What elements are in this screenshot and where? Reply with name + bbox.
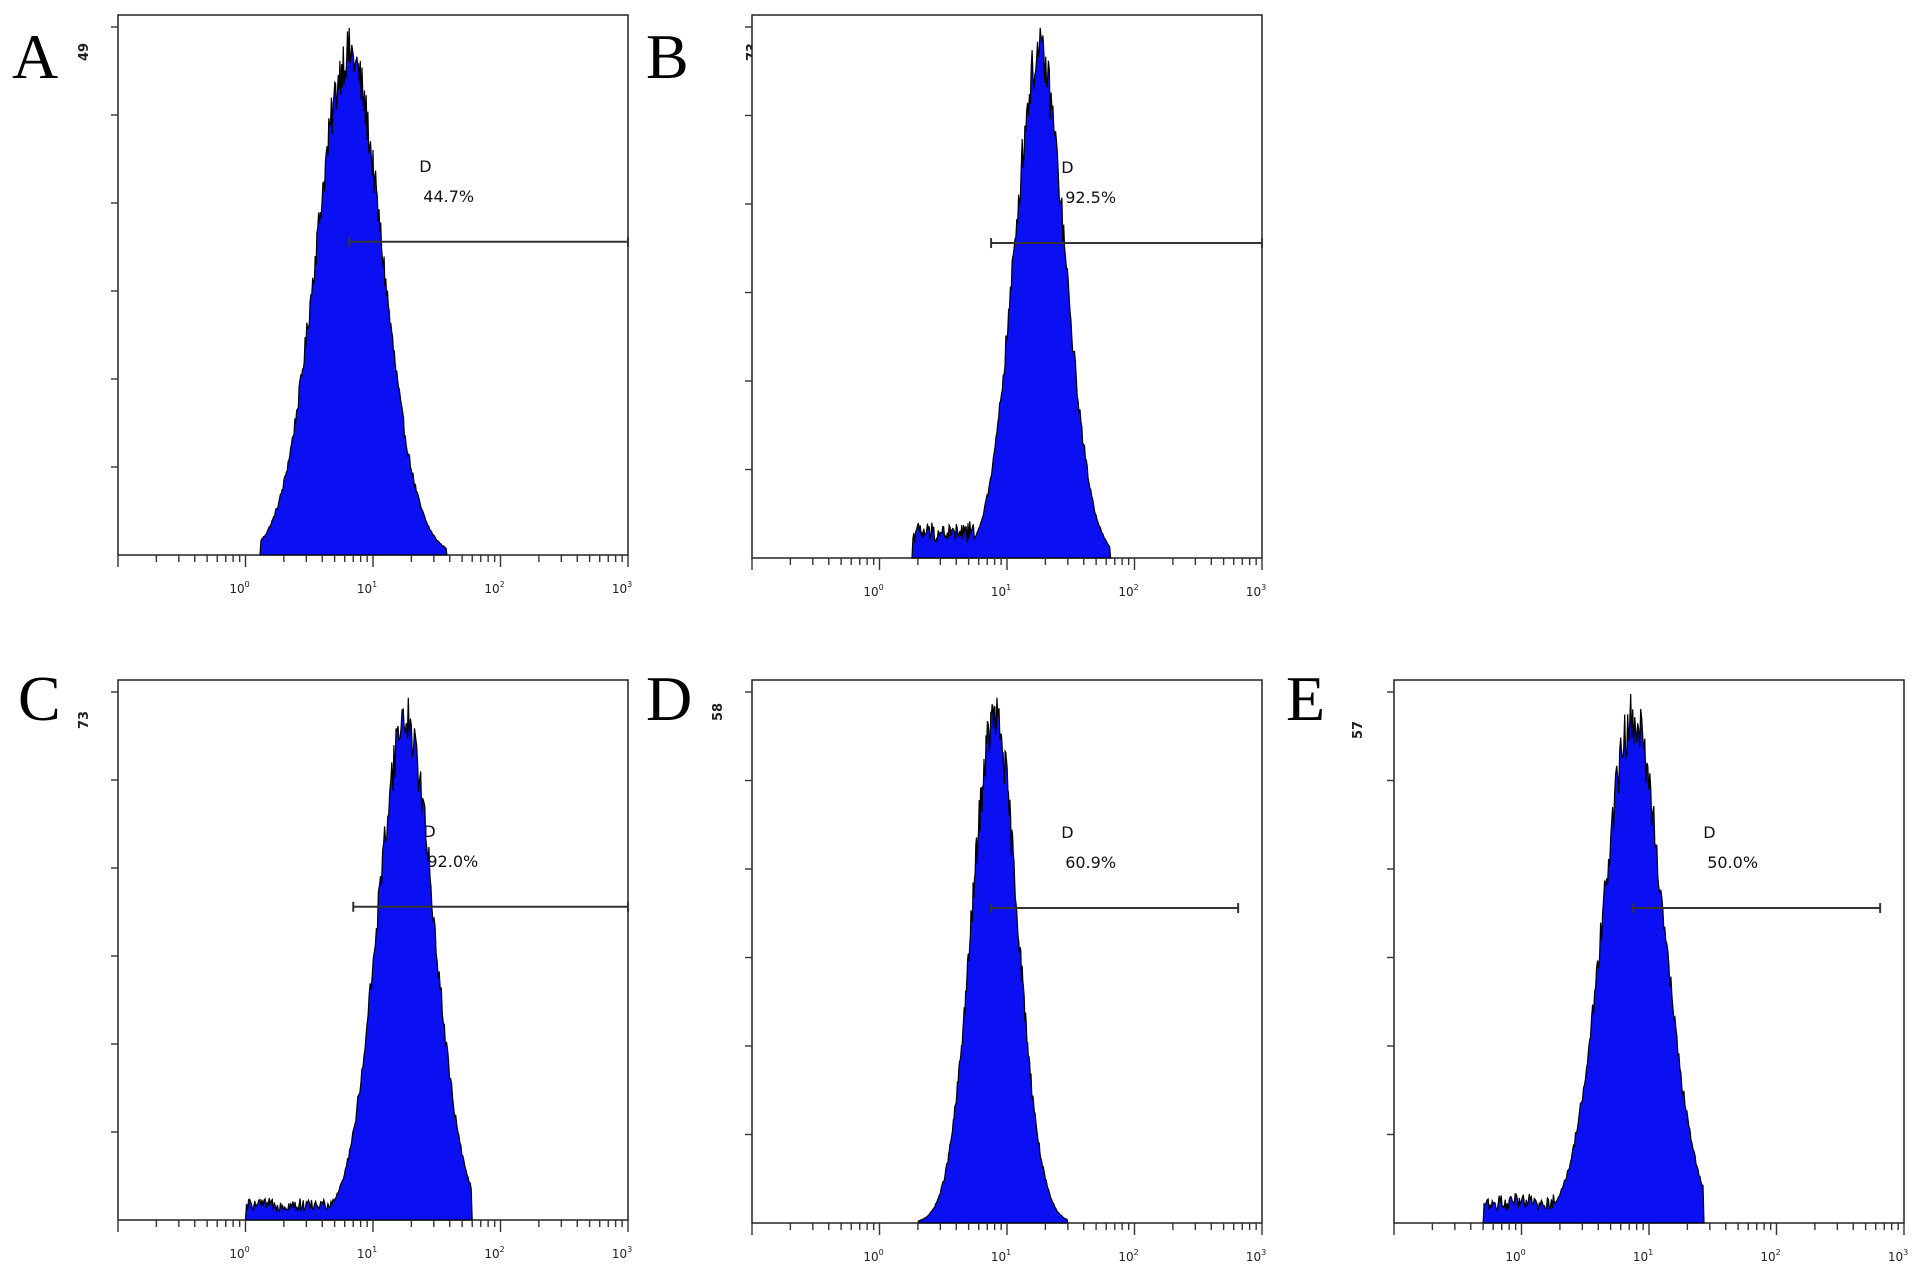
x-tick-label-base: 10: [612, 1247, 627, 1261]
x-tick-label-exp: 1: [372, 1245, 377, 1254]
y-max-label: 57: [1351, 721, 1366, 739]
x-tick-label-exp: 0: [879, 1248, 884, 1257]
x-tick-label-base: 10: [863, 585, 878, 599]
x-tick-label-base: 10: [612, 582, 627, 596]
x-tick-label: 101: [357, 1245, 377, 1261]
x-tick-label-exp: 3: [627, 580, 632, 589]
gate-name: D: [1061, 158, 1073, 177]
x-tick-label: 100: [229, 1245, 249, 1261]
x-tick-label-exp: 1: [372, 580, 377, 589]
gate-name: D: [1703, 823, 1715, 842]
y-max-label: 49: [77, 43, 92, 61]
x-tick-label-base: 10: [484, 582, 499, 596]
panel-label: C: [18, 663, 61, 734]
x-tick-label-base: 10: [1246, 1250, 1261, 1264]
x-tick-label-exp: 2: [500, 1245, 505, 1254]
panel-label: E: [1286, 663, 1325, 734]
gate-percent: 92.5%: [1065, 188, 1116, 207]
histogram: [244, 697, 473, 1221]
histogram: [911, 27, 1112, 559]
x-tick-label-exp: 1: [1006, 583, 1011, 592]
x-tick-label-exp: 2: [1776, 1248, 1781, 1257]
x-tick-label-exp: 0: [245, 580, 250, 589]
x-tick-label-exp: 0: [245, 1245, 250, 1254]
x-tick-label: 102: [484, 1245, 504, 1261]
x-tick-label-exp: 0: [879, 583, 884, 592]
x-tick-label-base: 10: [229, 1247, 244, 1261]
x-tick-label-exp: 0: [1521, 1248, 1526, 1257]
x-tick-label-base: 10: [1760, 1250, 1775, 1264]
x-tick-label-base: 10: [357, 1247, 372, 1261]
x-tick-label: 100: [229, 580, 249, 596]
histogram: [917, 697, 1069, 1224]
x-tick-label: 100: [863, 583, 883, 599]
x-tick-label-exp: 3: [1261, 1248, 1266, 1257]
x-tick-label-base: 10: [991, 585, 1006, 599]
x-tick-label-exp: 2: [500, 580, 505, 589]
histogram: [259, 27, 448, 556]
plot-frame: [1393, 679, 1905, 1224]
x-tick-label: 101: [357, 580, 377, 596]
y-max-label: 73: [77, 711, 92, 729]
x-tick-label-base: 10: [863, 1250, 878, 1264]
gate-percent: 92.0%: [427, 852, 478, 871]
x-tick-label-exp: 1: [1648, 1248, 1653, 1257]
x-tick-label: 101: [991, 1248, 1011, 1264]
x-tick-label: 103: [1246, 1248, 1266, 1264]
x-tick-label-base: 10: [991, 1250, 1006, 1264]
x-tick-label: 100: [1505, 1248, 1525, 1264]
x-tick-label-exp: 2: [1134, 583, 1139, 592]
x-tick-label-base: 10: [1888, 1250, 1903, 1264]
panel-label: B: [646, 21, 689, 92]
x-tick-label-exp: 1: [1006, 1248, 1011, 1257]
panel-b: B73100101102103D92.5%: [646, 14, 1266, 599]
x-tick-label: 103: [612, 580, 632, 596]
x-tick-label-base: 10: [1118, 1250, 1133, 1264]
gate-name: D: [423, 822, 435, 841]
gate-name: D: [419, 157, 431, 176]
panel-label: A: [12, 21, 58, 92]
x-tick-label-base: 10: [229, 582, 244, 596]
x-tick-label: 100: [863, 1248, 883, 1264]
x-tick-label-exp: 3: [627, 1245, 632, 1254]
histogram: [1482, 693, 1705, 1224]
x-tick-label-base: 10: [1118, 585, 1133, 599]
x-tick-label-base: 10: [357, 582, 372, 596]
x-tick-label: 103: [612, 1245, 632, 1261]
x-tick-label-exp: 3: [1261, 583, 1266, 592]
x-tick-label: 101: [991, 583, 1011, 599]
y-max-label: 58: [711, 703, 726, 721]
gate-name: D: [1061, 823, 1073, 842]
panel-label: D: [646, 663, 692, 734]
x-tick-label: 101: [1633, 1248, 1653, 1264]
x-tick-label: 102: [484, 580, 504, 596]
gate-percent: 44.7%: [423, 187, 474, 206]
gate-percent: 50.0%: [1707, 853, 1758, 872]
x-tick-label-base: 10: [484, 1247, 499, 1261]
x-tick-label: 102: [1118, 1248, 1138, 1264]
x-tick-label-base: 10: [1505, 1250, 1520, 1264]
x-tick-label: 103: [1246, 583, 1266, 599]
gate-percent: 60.9%: [1065, 853, 1116, 872]
x-tick-label-base: 10: [1246, 585, 1261, 599]
x-tick-label: 103: [1888, 1248, 1908, 1264]
x-tick-label: 102: [1118, 583, 1138, 599]
x-tick-label: 102: [1760, 1248, 1780, 1264]
x-tick-label-exp: 3: [1903, 1248, 1908, 1257]
x-tick-label-base: 10: [1633, 1250, 1648, 1264]
x-tick-label-exp: 2: [1134, 1248, 1139, 1257]
